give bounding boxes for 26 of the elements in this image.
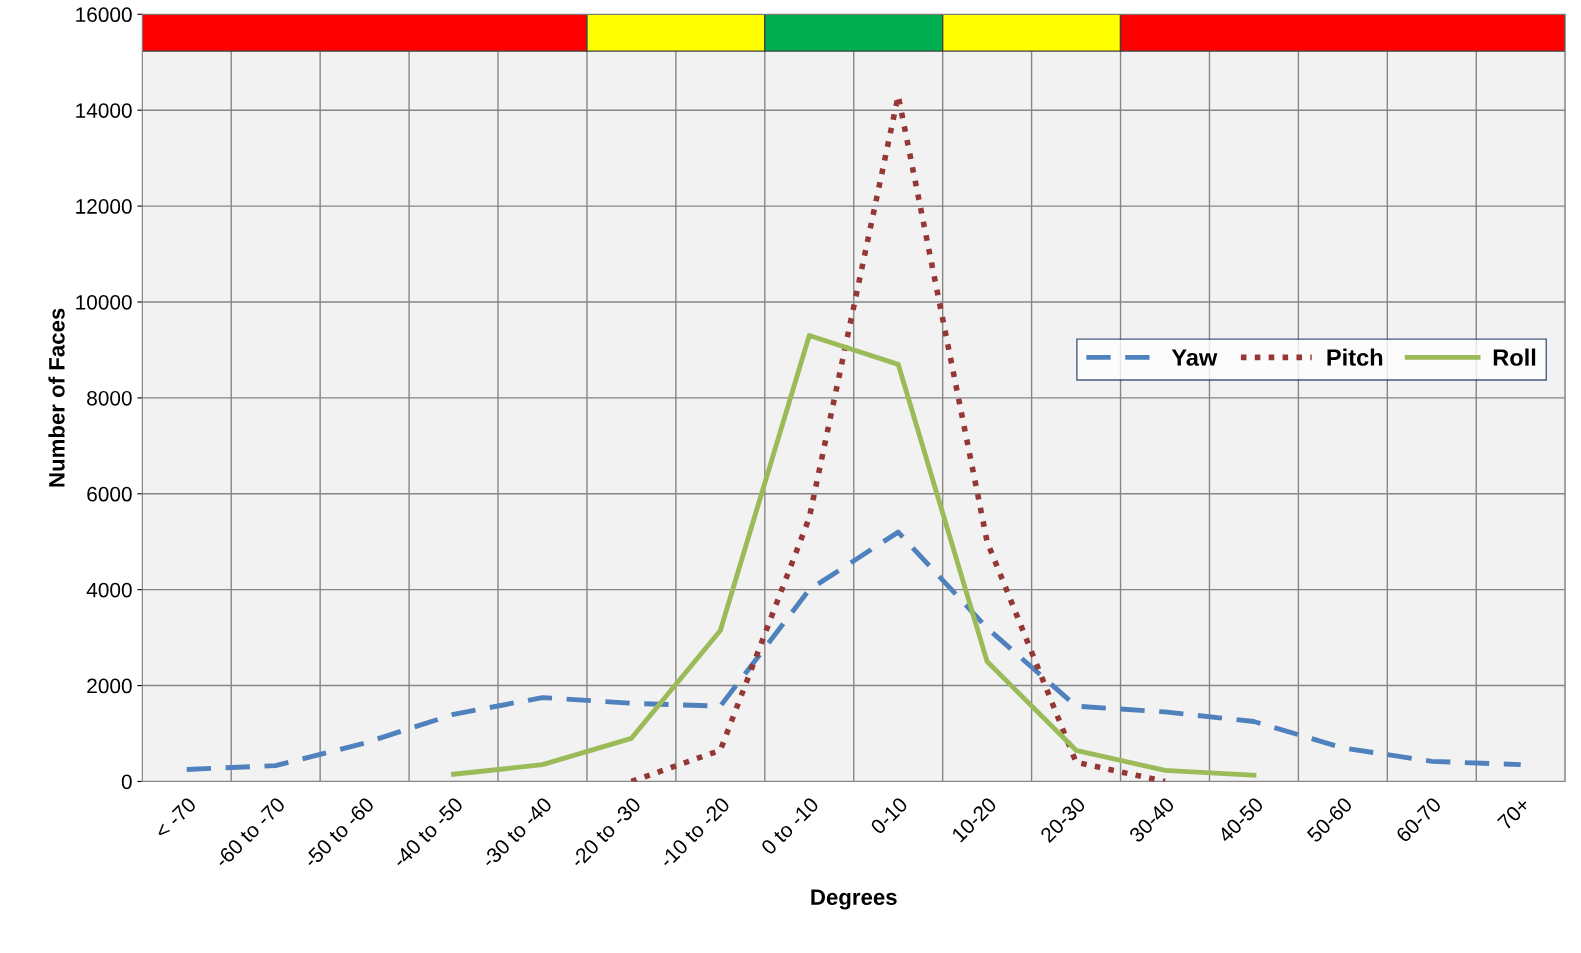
legend-label: Yaw <box>1171 349 1218 366</box>
y-tick-label: 12000 <box>76 199 132 214</box>
legend-label: Roll <box>1493 348 1536 366</box>
x-tick-label: -40 to -50 <box>391 796 464 869</box>
line-series <box>184 529 1524 772</box>
x-tick-label: < -70 <box>153 796 197 840</box>
x-tick-label: -50 to -60 <box>302 796 375 869</box>
x-tick-label: -10 to -20 <box>658 796 731 869</box>
y-tick-label: 10000 <box>76 294 132 310</box>
y-tick-label: 2000 <box>87 678 132 694</box>
y-tick-label: 16000 <box>76 7 132 23</box>
y-tick-label: 4000 <box>86 582 132 598</box>
y-tick-label: 0 <box>121 774 132 790</box>
x-tick-label: 70+ <box>1496 796 1531 831</box>
y-tick-label: 14000 <box>76 103 132 118</box>
x-tick-label: 0 to -10 <box>760 796 820 856</box>
x-tick-label: 0-10 <box>869 796 909 836</box>
y-tick-label: 6000 <box>87 486 132 502</box>
x-tick-label: -60 to -70 <box>213 796 286 869</box>
y-tick-label: 8000 <box>87 390 132 406</box>
legend-label: Pitch <box>1327 348 1383 366</box>
x-tick-label: -30 to -40 <box>480 796 553 869</box>
y-axis-title: Number of Faces <box>48 308 65 487</box>
line-series <box>451 333 1257 778</box>
x-axis-title: Degrees <box>811 889 897 910</box>
x-tick-label: -20 to -30 <box>569 796 642 869</box>
